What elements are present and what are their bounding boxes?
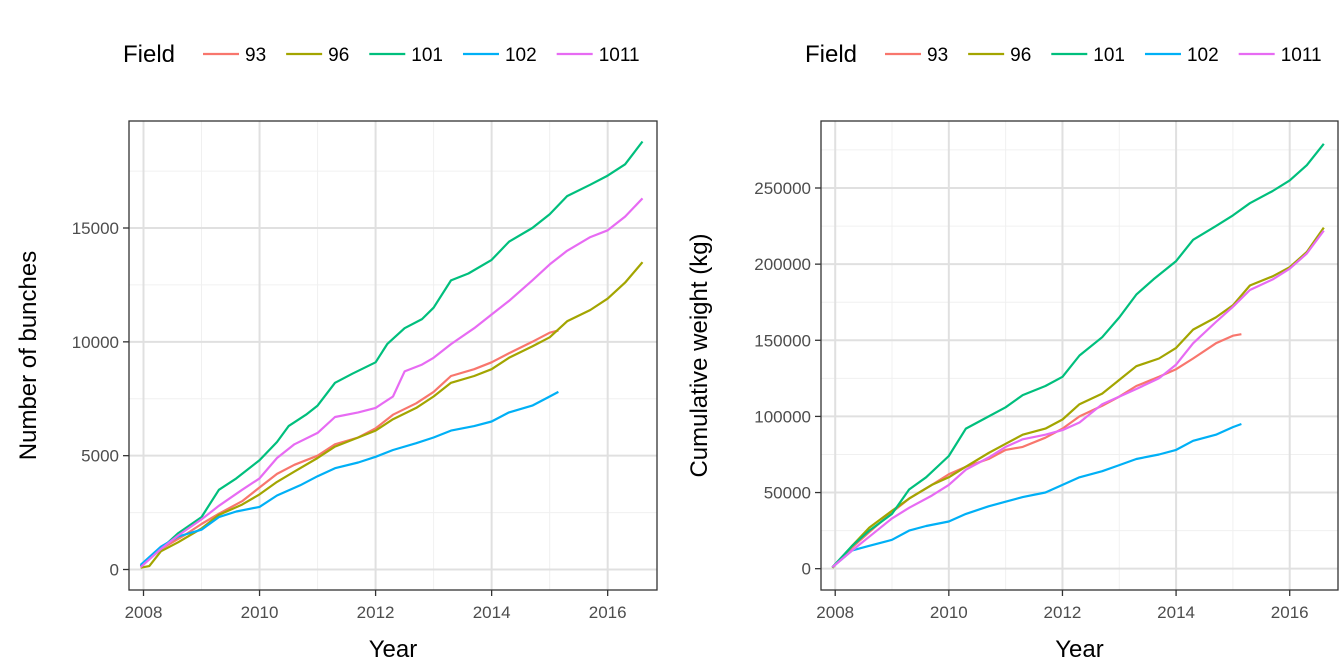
x-tick-label: 2014	[473, 603, 511, 622]
legend-label-96: 96	[1010, 45, 1031, 66]
series-line-101	[139, 140, 644, 567]
legend-label-102: 102	[1187, 45, 1219, 66]
legend: Field 93 96 101 102 1011	[123, 41, 640, 68]
x-tick-label: 2008	[125, 603, 163, 622]
series-line-96	[831, 226, 1325, 569]
x-tick-label: 2016	[589, 603, 627, 622]
legend-label-93: 93	[927, 45, 948, 66]
y-tick-label: 0	[802, 560, 811, 579]
legend-label-101: 101	[411, 45, 443, 66]
y-tick-label: 5000	[81, 447, 119, 466]
legend-label-1011: 1011	[1281, 45, 1322, 66]
y-axis: 0 5000 10000 15000	[72, 219, 129, 580]
y-tick-label: 150000	[754, 331, 811, 350]
legend-label-101: 101	[1093, 45, 1125, 66]
y-tick-label: 50000	[764, 484, 811, 503]
gridlines	[821, 121, 1338, 590]
x-tick-label: 2008	[816, 603, 854, 622]
y-tick-label: 0	[110, 561, 119, 580]
legend-title: Field	[805, 41, 857, 68]
legend: Field 93 96 101 102 1011	[805, 41, 1322, 68]
panel-border	[820, 120, 1339, 591]
x-tick-label: 2012	[357, 603, 395, 622]
y-tick-label: 250000	[754, 179, 811, 198]
legend-label-102: 102	[505, 45, 537, 66]
x-tick-label: 2014	[1157, 603, 1195, 622]
y-tick-label: 10000	[72, 333, 119, 352]
x-tick-label: 2016	[1271, 603, 1309, 622]
chart-1: 2008 2010 2012 2014 2016 0 5000 10000 15000 Year N…	[15, 41, 658, 663]
y-axis-title: Cumulative weight (kg)	[686, 233, 713, 477]
series-lines	[831, 143, 1325, 569]
series-line-96	[140, 261, 644, 569]
series-line-1011	[831, 229, 1325, 569]
series-line-101	[831, 143, 1325, 568]
x-axis: 2008 2010 2012 2014 2016	[125, 590, 627, 622]
y-tick-label: 15000	[72, 219, 119, 238]
series-line-1011	[139, 197, 644, 569]
legend-label-1011: 1011	[599, 45, 640, 66]
x-tick-label: 2012	[1044, 603, 1082, 622]
x-tick-label: 2010	[930, 603, 968, 622]
x-tick-label: 2010	[241, 603, 279, 622]
series-line-102	[831, 422, 1242, 569]
x-axis: 2008 2010 2012 2014 2016	[816, 590, 1309, 622]
y-tick-label: 100000	[754, 407, 811, 426]
y-tick-label: 200000	[754, 255, 811, 274]
y-axis-title: Number of bunches	[15, 251, 42, 460]
legend-label-93: 93	[245, 45, 266, 66]
x-axis-title: Year	[369, 636, 418, 663]
chart-2: 2008 2010 2012 2014 2016 0 50000 100000 150000 20…	[686, 41, 1339, 663]
plot-panel	[129, 121, 657, 590]
series-lines	[139, 140, 644, 569]
series-line-102	[139, 390, 559, 566]
y-axis: 0 50000 100000 150000 200000 250000	[754, 179, 821, 579]
legend-title: Field	[123, 41, 175, 68]
x-axis-title: Year	[1055, 636, 1104, 663]
panel-border	[128, 120, 658, 591]
legend-label-96: 96	[328, 45, 349, 66]
gridlines	[129, 121, 657, 590]
